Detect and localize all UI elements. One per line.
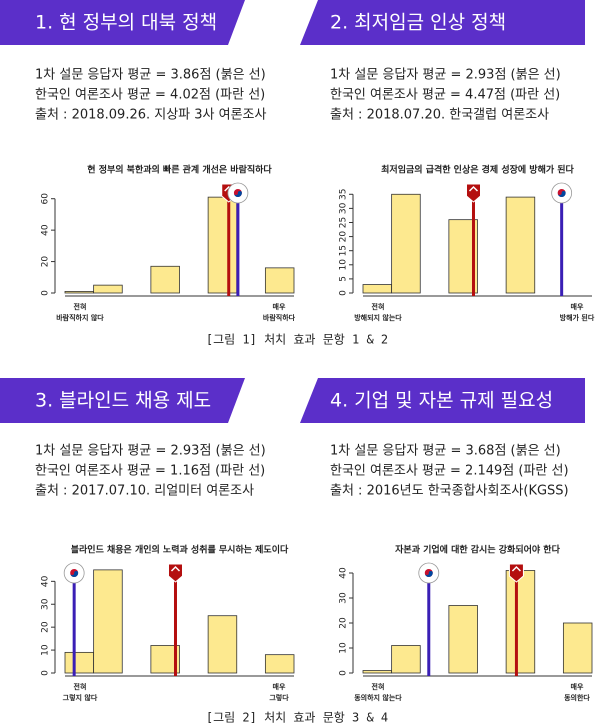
chart-title: 자본과 기업에 대한 감시는 강화되어야 한다 [395,544,560,556]
y-tick-label: 20 [339,231,349,243]
y-tick-label: 35 [339,189,349,200]
chart-title: 현 정부의 북한과의 빠른 관계 개선은 바람직하다 [87,164,272,176]
panel-line: 한국인 여론조사 평균 = 2.149점 (파란 선) [330,464,569,479]
panel-line: 출처 : 2018.09.26. 지상파 3사 여론조사 [35,108,267,123]
bar [64,651,95,674]
caption: [그림 2] 처치 효과 문항 3 & 4 [206,711,388,725]
y-tick-label: 30 [339,202,349,214]
icon-shape [468,185,479,192]
panel-line: 한국인 여론조사 평균 = 4.47점 (파란 선) [330,88,560,103]
x-label: 그렇지 않다 [63,693,98,702]
bar [362,670,393,674]
bar [264,654,295,674]
bar [448,605,478,674]
x-label: 전혀 [74,302,87,311]
y-tick-label: 0 [41,290,51,296]
bar [207,196,238,294]
panel-line: 1차 설문 응답자 평균 = 2.93점 (붉은 선) [35,444,266,459]
bar [505,570,536,674]
y-tick-label: 0 [41,670,51,676]
icon-shape [167,563,183,583]
banner [300,0,585,45]
caption: [그림 1] 처치 효과 문항 1 & 2 [206,333,388,347]
bar [93,569,123,674]
y-tick-label: 10 [339,259,349,271]
x-label: 매우 [571,302,584,311]
panel-line: 1차 설문 응답자 평균 = 3.68점 (붉은 선) [330,444,561,459]
y-tick-label: 20 [339,617,349,629]
panel-title: 4. 기업 및 자본 규제 필요성 [330,390,553,412]
panel-title: 1. 현 정부의 대북 정책 [35,12,217,34]
chart-title: 블라인드 채용은 개인의 노력과 성취를 무시하는 제도이다 [71,544,289,556]
icon-shape [557,191,566,197]
y-tick-label: 20 [41,256,51,268]
y-tick-label: 25 [339,217,349,228]
banner [300,378,585,423]
x-label: 전혀 [372,302,385,311]
banner [0,378,245,423]
banner [0,0,245,45]
panel-line: 출처 : 2016년도 한국종합사회조사(KGSS) [330,484,569,499]
y-tick-label: 15 [339,245,349,256]
x-label: 방해되지 않는다 [354,313,402,322]
bar [64,291,95,294]
icon-shape [170,565,181,572]
blue-marker-icon [63,562,85,584]
icon-shape [511,565,521,572]
blue-marker-icon [227,182,249,204]
bar [150,265,180,294]
y-tick-label: 10 [339,642,349,654]
x-label: 매우 [571,682,584,691]
y-tick-label: 40 [339,567,349,579]
red-marker-icon [465,183,481,203]
y-tick-label: 0 [339,290,349,296]
bar [391,645,421,674]
icon-shape [508,563,524,583]
blue-marker-icon [418,562,440,584]
y-tick-label: 60 [41,193,51,205]
icon-shape [465,183,481,203]
panel-line: 한국인 여론조사 평균 = 1.16점 (파란 선) [35,464,265,479]
chart-title: 최저임금의 급격한 인상은 경제 성장에 방해가 된다 [381,164,574,176]
x-label: 바람직하다 [263,313,296,322]
bar [264,267,295,294]
bar [207,615,238,674]
panel-title: 2. 최저임금 인상 정책 [330,12,506,34]
icon-shape [70,571,79,577]
icon-shape [233,191,242,197]
x-label: 매우 [273,302,286,311]
bar [362,284,393,294]
y-tick-label: 30 [41,598,51,610]
x-label: 바람직하지 않다 [56,313,104,322]
bar [505,196,536,294]
panel-line: 1차 설문 응답자 평균 = 3.86점 (붉은 선) [35,68,266,83]
y-tick-label: 0 [339,670,349,676]
bar [93,284,123,294]
panel-line: 출처 : 2017.07.10. 리얼미터 여론조사 [35,484,254,499]
y-tick-label: 10 [41,644,51,656]
panel-line: 출처 : 2018.07.20. 한국갤럽 여론조사 [330,108,549,123]
x-label: 전혀 [372,682,385,691]
red-marker-icon [167,563,183,583]
bar [562,622,593,674]
panel-line: 1차 설문 응답자 평균 = 2.93점 (붉은 선) [330,68,561,83]
bar [391,193,421,294]
y-tick-label: 40 [41,575,51,587]
x-label: 방해가 된다 [560,313,595,322]
x-label: 매우 [273,682,286,691]
x-label: 그렇다 [269,693,289,702]
y-tick-label: 20 [41,621,51,633]
red-marker-icon [508,563,524,583]
panel-title: 3. 블라인드 채용 제도 [35,390,211,412]
x-label: 전혀 [74,682,87,691]
x-label: 동의하지 않는다 [354,693,402,702]
y-tick-label: 5 [339,276,349,282]
x-label: 동의한다 [564,693,590,702]
y-tick-label: 30 [339,592,349,604]
panel-line: 한국인 여론조사 평균 = 4.02점 (파란 선) [35,88,265,103]
y-tick-label: 40 [41,224,51,236]
icon-shape [424,571,433,577]
blue-marker-icon [551,182,573,204]
